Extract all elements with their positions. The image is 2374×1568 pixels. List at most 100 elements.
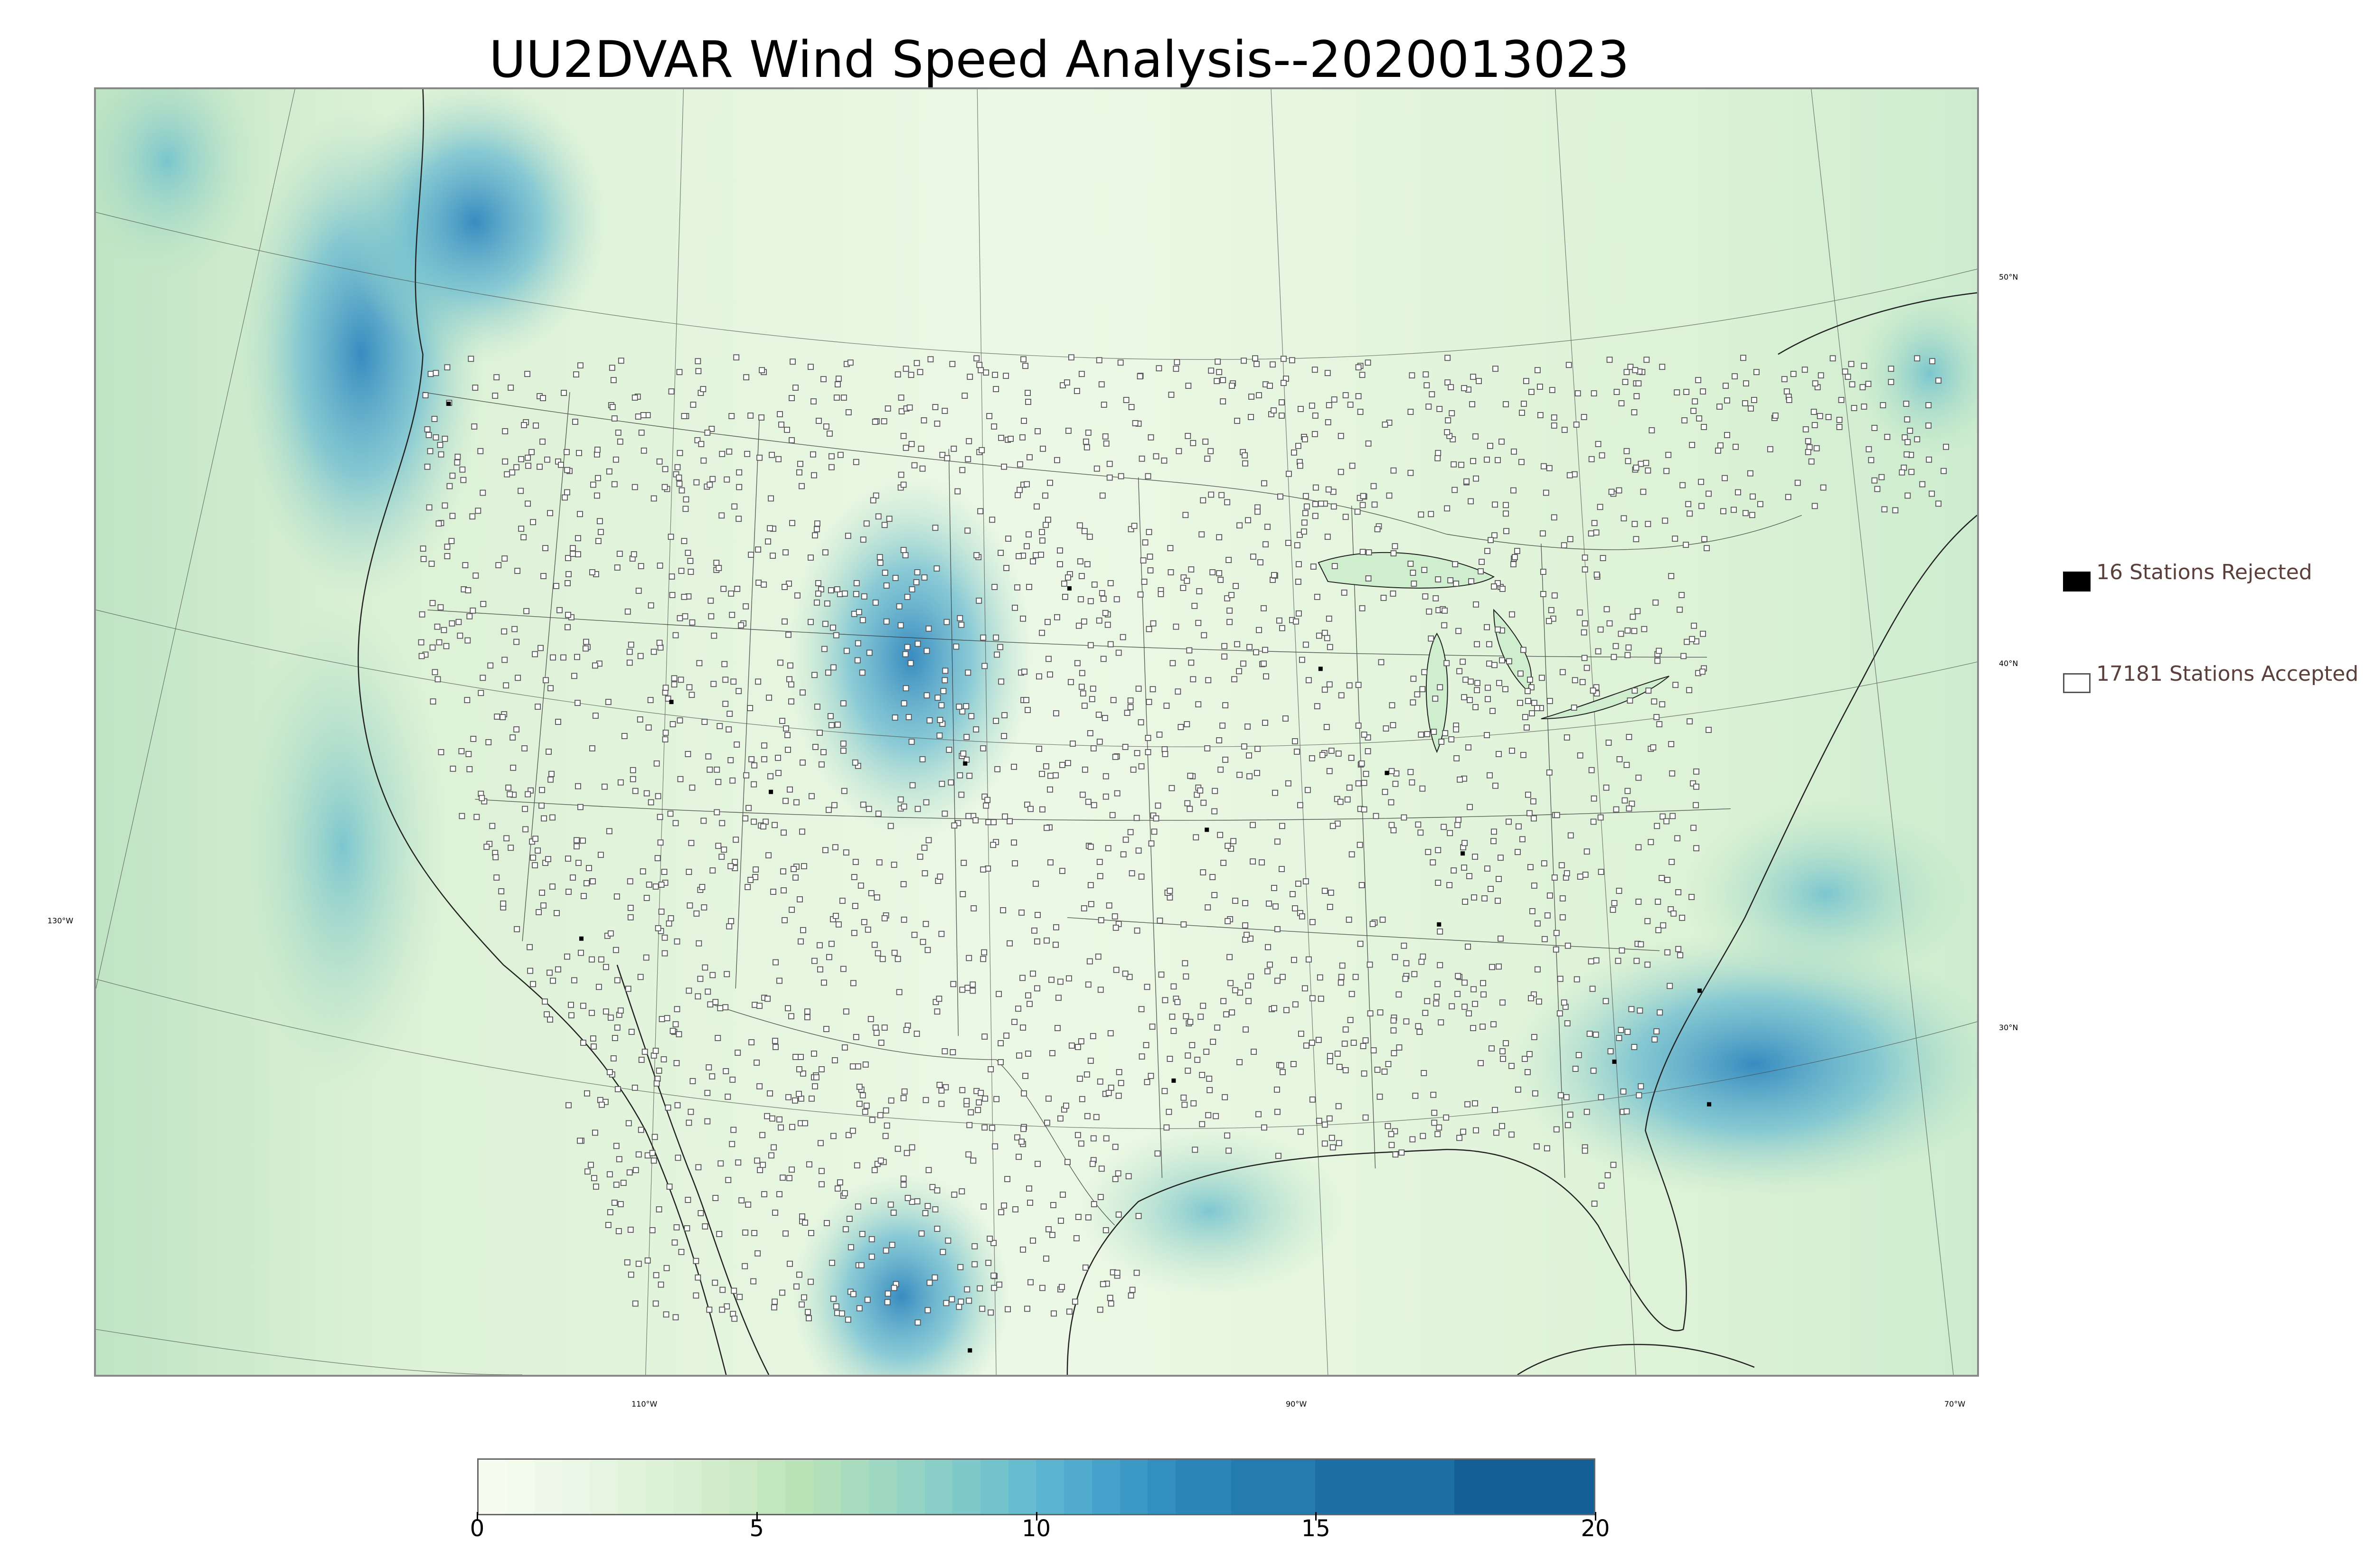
station-accepted-marker xyxy=(853,580,860,586)
station-accepted-marker xyxy=(881,1024,888,1031)
station-accepted-marker xyxy=(1664,949,1671,956)
station-accepted-marker xyxy=(1021,668,1027,675)
station-accepted-marker xyxy=(1312,413,1319,419)
station-accepted-marker xyxy=(1546,769,1553,776)
colorbar-segment xyxy=(701,1460,730,1514)
station-accepted-marker xyxy=(1366,961,1373,968)
station-accepted-marker xyxy=(1668,573,1675,579)
colorbar-segment xyxy=(479,1460,507,1514)
station-accepted-marker xyxy=(1161,1088,1168,1094)
station-accepted-marker xyxy=(1127,697,1134,704)
station-accepted-marker xyxy=(1097,873,1103,879)
station-accepted-marker xyxy=(1093,465,1100,472)
station-accepted-marker xyxy=(942,667,949,674)
station-accepted-marker xyxy=(1859,384,1866,391)
station-accepted-marker xyxy=(1390,550,1397,556)
station-accepted-marker xyxy=(669,573,675,580)
station-accepted-marker xyxy=(1453,755,1460,761)
station-accepted-marker xyxy=(805,1309,811,1315)
station-accepted-marker xyxy=(1079,670,1085,676)
station-accepted-marker xyxy=(431,416,438,422)
station-accepted-marker xyxy=(843,648,850,654)
station-accepted-marker xyxy=(1430,859,1436,866)
station-accepted-marker xyxy=(1836,424,1843,430)
station-accepted-marker xyxy=(1224,595,1231,601)
station-accepted-marker xyxy=(1409,372,1415,379)
station-accepted-marker xyxy=(1097,1194,1104,1200)
station-accepted-marker xyxy=(1845,374,1851,380)
station-accepted-marker xyxy=(702,1223,708,1230)
map-panel[interactable] xyxy=(94,87,1979,1377)
station-accepted-marker xyxy=(1461,840,1468,846)
station-accepted-marker xyxy=(644,1257,651,1264)
station-accepted-marker xyxy=(1410,570,1416,576)
station-accepted-marker xyxy=(1472,433,1479,440)
station-accepted-marker xyxy=(591,1175,597,1182)
station-accepted-marker xyxy=(544,456,550,463)
station-accepted-marker xyxy=(648,602,654,609)
station-accepted-marker xyxy=(1538,675,1545,681)
station-accepted-marker xyxy=(785,1005,791,1012)
station-accepted-marker xyxy=(667,810,674,817)
station-accepted-marker xyxy=(755,580,762,586)
station-accepted-marker xyxy=(1090,1033,1096,1039)
station-accepted-marker xyxy=(1077,558,1083,564)
station-accepted-marker xyxy=(652,1048,659,1054)
station-accepted-marker xyxy=(914,1031,920,1037)
lat-label-40n: 40°N xyxy=(1999,659,2018,668)
station-accepted-marker xyxy=(500,901,507,907)
station-accepted-marker xyxy=(708,613,715,620)
station-accepted-marker xyxy=(1675,946,1682,952)
station-accepted-marker xyxy=(1388,768,1395,774)
station-accepted-marker xyxy=(626,659,633,666)
station-accepted-marker xyxy=(683,496,689,503)
station-accepted-marker xyxy=(523,608,530,614)
station-accepted-marker xyxy=(775,456,782,462)
station-accepted-marker xyxy=(841,590,848,597)
station-accepted-marker xyxy=(951,1192,958,1198)
station-accepted-marker xyxy=(1473,601,1479,608)
station-accepted-marker xyxy=(704,1118,711,1125)
station-accepted-marker xyxy=(982,1095,989,1102)
station-accepted-marker xyxy=(863,1102,870,1109)
station-accepted-marker xyxy=(1115,1211,1122,1218)
station-accepted-marker xyxy=(1365,748,1371,754)
station-accepted-marker xyxy=(1633,393,1640,399)
station-accepted-marker xyxy=(1627,697,1633,704)
station-accepted-marker xyxy=(1020,1246,1026,1253)
station-accepted-marker xyxy=(847,359,854,366)
station-accepted-marker xyxy=(1047,772,1054,779)
station-accepted-marker xyxy=(1892,507,1899,514)
station-accepted-marker xyxy=(1276,617,1282,624)
station-accepted-marker xyxy=(1185,432,1191,439)
station-accepted-marker xyxy=(1441,622,1448,629)
station-accepted-marker xyxy=(1418,511,1424,518)
station-accepted-marker xyxy=(1519,410,1525,416)
station-accepted-marker xyxy=(1573,422,1580,428)
station-accepted-marker xyxy=(1098,1165,1105,1172)
station-accepted-marker xyxy=(1625,458,1631,464)
station-accepted-marker xyxy=(677,776,684,782)
station-accepted-marker xyxy=(976,362,983,368)
station-accepted-marker xyxy=(895,956,901,962)
station-accepted-marker xyxy=(1018,909,1025,916)
station-accepted-marker xyxy=(907,660,914,667)
station-accepted-marker xyxy=(1818,372,1824,379)
station-accepted-marker xyxy=(949,1296,955,1303)
station-accepted-marker xyxy=(997,644,1004,650)
station-accepted-marker xyxy=(1492,782,1498,789)
station-accepted-marker xyxy=(1374,1067,1381,1073)
station-accepted-marker xyxy=(822,847,829,854)
station-accepted-marker xyxy=(444,364,451,371)
station-accepted-marker xyxy=(1102,433,1109,440)
station-accepted-marker xyxy=(976,1099,982,1106)
station-accepted-marker xyxy=(1232,898,1239,904)
colorbar-tick xyxy=(756,1512,758,1521)
station-accepted-marker xyxy=(1318,500,1324,507)
station-accepted-marker xyxy=(1531,883,1537,889)
station-accepted-marker xyxy=(819,761,825,768)
station-accepted-marker xyxy=(1355,723,1362,729)
station-accepted-marker xyxy=(780,868,786,875)
station-accepted-marker xyxy=(1878,474,1885,480)
station-rejected-marker xyxy=(1171,1078,1176,1083)
